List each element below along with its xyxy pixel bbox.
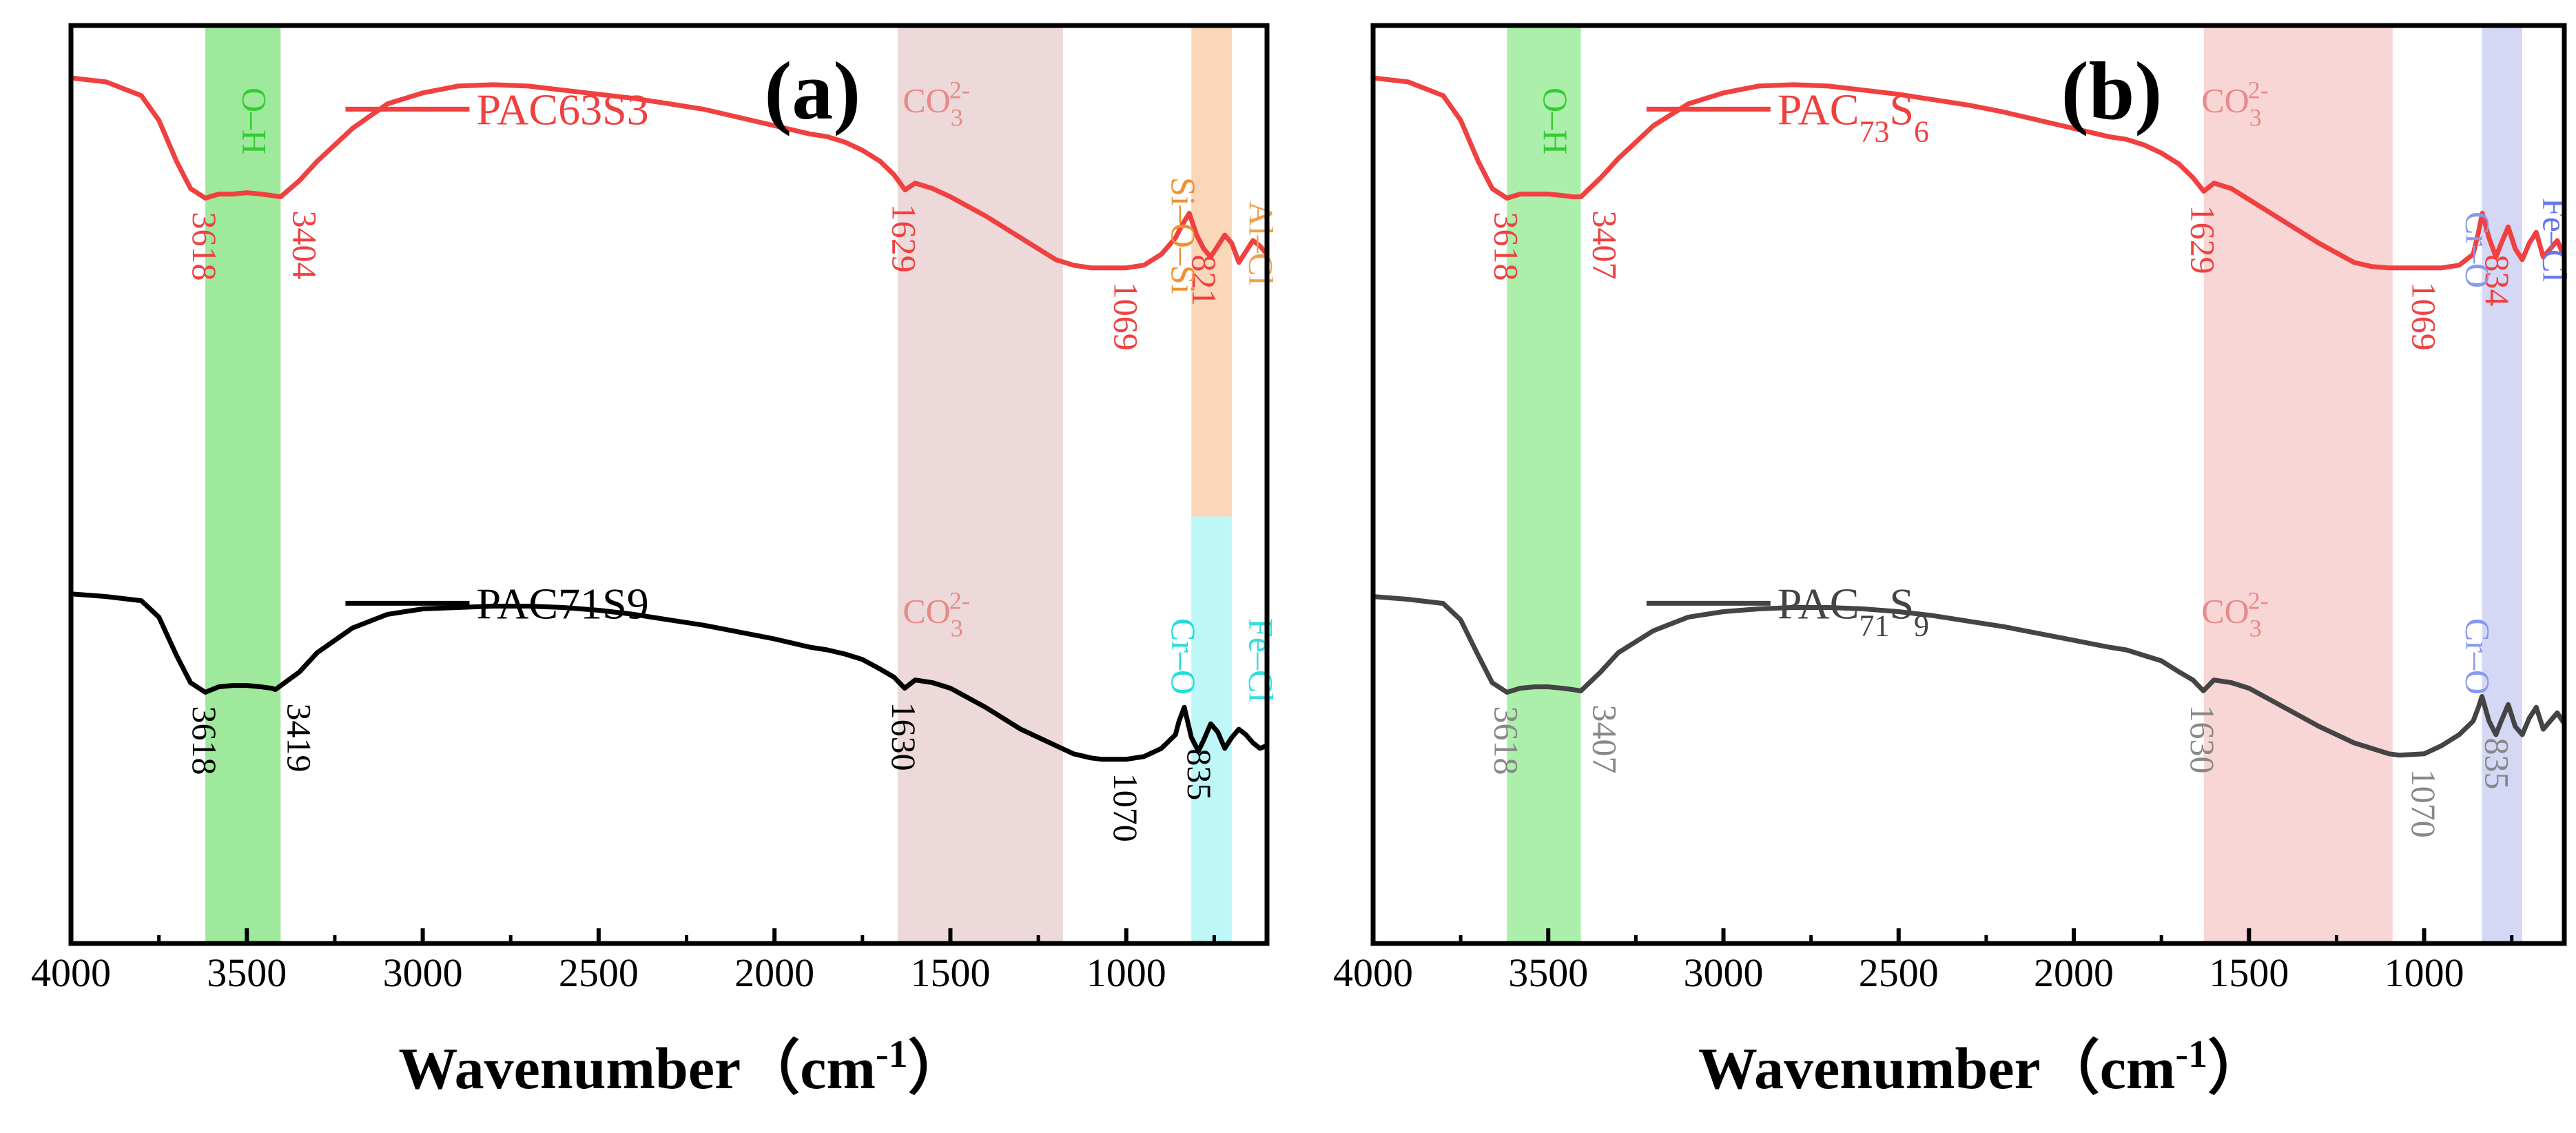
axes-frame — [1370, 23, 2567, 946]
peak-label: 3618 — [185, 706, 224, 775]
peak-label: 834 — [2478, 254, 2517, 306]
axes-frame — [68, 23, 1270, 946]
peak-label: 835 — [2477, 737, 2516, 789]
plot-area — [71, 25, 1267, 943]
band-label-fe-cl: Fe–Cl — [2535, 198, 2574, 282]
x-tick-label: 1000 — [2384, 950, 2464, 995]
co3-label: CO32- — [903, 586, 969, 642]
legend-label: PAC73S6 — [1778, 85, 1929, 148]
band-1 — [897, 25, 1063, 943]
x-tick-label: 2000 — [734, 950, 814, 995]
panel-label: (b) — [2061, 45, 2163, 136]
peak-label: 835 — [1180, 748, 1219, 800]
x-tick-label: 1500 — [2209, 950, 2289, 995]
co3-label: CO32- — [903, 76, 969, 132]
peak-label: 821 — [1185, 254, 1224, 306]
band-label-cr-o: Cr–O — [2459, 212, 2497, 288]
x-tick-label: 3000 — [383, 950, 463, 995]
band-2 — [2482, 25, 2522, 943]
plot-area — [1373, 25, 2564, 943]
band-3 — [1191, 516, 1232, 943]
panel-a: 3618 3404 1629 1069 821 CO32- PAC63S3 3618 3419 1… — [31, 23, 1280, 1101]
x-tick-label: 1000 — [1086, 950, 1166, 995]
peak-label: 3407 — [1586, 705, 1625, 774]
band-label-al-cl: Al–Cl — [1241, 201, 1280, 285]
peak-label: 1630 — [885, 702, 923, 771]
x-axis-title: Wavenumber（cm-1） — [1698, 1033, 2267, 1101]
peak-label: 1630 — [2183, 705, 2222, 774]
x-tick-label: 3500 — [207, 950, 287, 995]
peak-label: 1629 — [885, 204, 924, 273]
x-tick-label: 3000 — [1684, 950, 1764, 995]
series-line-PAC71S9 — [1373, 594, 2564, 758]
band-0 — [205, 25, 281, 943]
legend-label: PAC63S3 — [476, 85, 648, 134]
band-label-fe-cl: Fe–Cl — [1241, 618, 1280, 702]
x-axis-title: Wavenumber（cm-1） — [398, 1033, 967, 1101]
peak-label: 3407 — [1586, 211, 1625, 280]
band-label-si-o-si: Si–O–Si — [1164, 177, 1203, 294]
peak-label: 3618 — [1487, 212, 1525, 281]
peak-label: 3618 — [185, 212, 224, 281]
peak-label: 1070 — [2404, 769, 2443, 838]
series-line-PAC71S9 — [71, 591, 1267, 762]
band-label-oh: O–H — [236, 88, 274, 154]
band-2 — [1191, 25, 1232, 517]
peak-label: 3618 — [1487, 706, 1525, 775]
peak-label: 3404 — [285, 211, 324, 280]
x-tick-label: 4000 — [1333, 950, 1413, 995]
x-tick-label: 2500 — [1859, 950, 1939, 995]
peak-label: 3419 — [280, 704, 319, 773]
co3-label: CO32- — [2201, 76, 2268, 132]
series-line-PAC63S3 — [71, 75, 1267, 271]
x-tick-label: 3500 — [1508, 950, 1588, 995]
band-0 — [1507, 25, 1581, 943]
x-tick-label: 4000 — [31, 950, 111, 995]
x-tick-label: 2500 — [559, 950, 639, 995]
co3-label: CO32- — [2201, 586, 2268, 642]
band-1 — [2203, 25, 2393, 943]
peak-label: 1069 — [2404, 282, 2443, 351]
panel-label: (a) — [764, 45, 861, 136]
x-tick-label: 1500 — [910, 950, 990, 995]
peak-label: 1070 — [1106, 773, 1145, 842]
peak-label: 1069 — [1107, 282, 1146, 351]
band-label-oh: O–H — [1536, 88, 1575, 154]
panel-b: 3618 3407 1629 1069 834 CO32- PAC73S6 3618 3407 1… — [1333, 23, 2574, 1101]
band-label-cr-o: Cr–O — [1164, 618, 1203, 695]
band-label-cr-o-lower: Cr–O — [2459, 618, 2497, 695]
peak-label: 1629 — [2184, 205, 2223, 274]
legend-label: PAC71S9 — [476, 579, 648, 628]
legend-label: PAC71S9 — [1778, 579, 1929, 642]
x-tick-label: 2000 — [2034, 950, 2114, 995]
series-line-PAC73S6 — [1373, 75, 2564, 271]
